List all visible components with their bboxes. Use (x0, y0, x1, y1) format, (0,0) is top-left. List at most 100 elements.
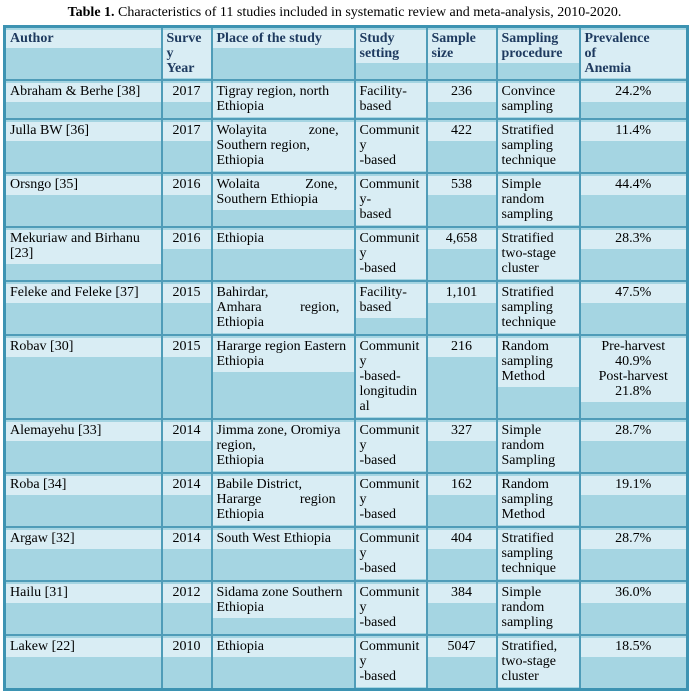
cell-text: Simple random sampling (497, 176, 579, 225)
cell-text: 4,658 (427, 230, 496, 249)
cell-place: Hararge region Eastern Ethiopia (210, 334, 356, 420)
cell-text: Simple random sampling (497, 584, 579, 633)
cell-place: Ethiopia (210, 226, 356, 282)
cell-year: 2014 (160, 472, 213, 528)
cell-text: Hararge region Eastern Ethiopia (212, 338, 354, 372)
cell-procedure: Stratified sampling technique (495, 118, 581, 174)
cell-setting: Community -based (353, 526, 428, 582)
table-row: Orsngo [35] 2016 Wolaita Zone, Southern Et… (3, 172, 689, 228)
cell-author: Roba [34] (3, 472, 163, 528)
cell-prevalence: 11.4% (578, 118, 689, 174)
cell-text: 327 (427, 422, 496, 441)
cell-setting: Community- based (353, 172, 428, 228)
cell-setting: Facility- based (353, 280, 428, 336)
cell-text: Community -based- longitudinal (355, 338, 426, 417)
cell-procedure: Convince sampling (495, 79, 581, 120)
cell-prevalence: 44.4% (578, 172, 689, 228)
cell-prevalence: 19.1% (578, 472, 689, 528)
cell-text: Julla BW [36] (6, 122, 161, 141)
cell-place: Wolayita zone, Southern region, Ethiopia (210, 118, 356, 174)
cell-text: Community -based (355, 638, 426, 687)
table-row: Feleke and Feleke [37] 2015 Bahirdar, Amha… (3, 280, 689, 336)
cell-place: Bahirdar, Amhara region, Ethiopia (210, 280, 356, 336)
cell-text: Robav [30] (6, 338, 161, 357)
cell-author: Hailu [31] (3, 580, 163, 636)
cell-sample: 5047 (425, 634, 498, 691)
cell-sample: 4,658 (425, 226, 498, 282)
cell-procedure: Stratified sampling technique (495, 526, 581, 582)
column-header-label: Sampling procedure (497, 30, 579, 63)
cell-text: Stratified sampling technique (497, 530, 579, 579)
table-row: Julla BW [36] 2017 Wolayita zone, Southern… (3, 118, 689, 174)
cell-text: Community -based (355, 476, 426, 525)
cell-prevalence: 28.7% (578, 526, 689, 582)
cell-place: Sidama zone Southern Ethiopia (210, 580, 356, 636)
cell-procedure: Simple random sampling (495, 172, 581, 228)
cell-text: 236 (427, 83, 496, 102)
cell-text: Random sampling Method (497, 476, 579, 525)
cell-text: 2010 (162, 638, 211, 657)
cell-procedure: Random sampling Method (495, 472, 581, 528)
cell-setting: Community -based (353, 226, 428, 282)
cell-procedure: Simple random Sampling (495, 418, 581, 474)
cell-text: Pre-harvest 40.9% Post-harvest 21.8% (580, 338, 686, 402)
cell-text: Community -based (355, 122, 426, 171)
cell-sample: 236 (425, 79, 498, 120)
cell-text: Stratified sampling technique (497, 284, 579, 333)
cell-place: Tigray region, north Ethiopia (210, 79, 356, 120)
cell-prevalence: 28.7% (578, 418, 689, 474)
cell-year: 2012 (160, 580, 213, 636)
table-row: Alemayehu [33] 2014 Jimma zone, Oromiya re… (3, 418, 689, 474)
cell-text: Stratified two-stage cluster (497, 230, 579, 279)
cell-year: 2014 (160, 418, 213, 474)
cell-author: Robav [30] (3, 334, 163, 420)
cell-text: 28.7% (580, 530, 686, 549)
table-row: Mekuriaw and Birhanu [23] 2016 Ethiopia Com… (3, 226, 689, 282)
cell-text: Community -based (355, 530, 426, 579)
cell-year: 2014 (160, 526, 213, 582)
cell-prevalence: 28.3% (578, 226, 689, 282)
cell-text: South West Ethiopia (212, 530, 354, 549)
cell-year: 2016 (160, 226, 213, 282)
cell-text: Feleke and Feleke [37] (6, 284, 161, 303)
cell-author: Feleke and Feleke [37] (3, 280, 163, 336)
cell-author: Julla BW [36] (3, 118, 163, 174)
cell-text: Facility- based (355, 83, 426, 117)
cell-text: Community- based (355, 176, 426, 225)
cell-text: Hailu [31] (6, 584, 161, 603)
table-row: Lakew [22] 2010 Ethiopia Community -based 50… (3, 634, 689, 691)
cell-year: 2016 (160, 172, 213, 228)
table-row: Roba [34] 2014 Babile District, Hararge re… (3, 472, 689, 528)
cell-year: 2010 (160, 634, 213, 691)
table-row: Argaw [32] 2014 South West Ethiopia Communi… (3, 526, 689, 582)
cell-text: Mekuriaw and Birhanu [23] (6, 230, 161, 264)
cell-place: Babile District, Hararge region Ethiopia (210, 472, 356, 528)
column-header-place: Place of the study (210, 25, 356, 81)
cell-text: 47.5% (580, 284, 686, 303)
cell-text: 422 (427, 122, 496, 141)
cell-text: Wolayita zone, Southern region, Ethiopia (212, 122, 354, 171)
cell-text: Random sampling Method (497, 338, 579, 387)
cell-text: Roba [34] (6, 476, 161, 495)
column-header-sample: Sample size (425, 25, 498, 81)
cell-text: 11.4% (580, 122, 686, 141)
cell-text: 36.0% (580, 584, 686, 603)
cell-setting: Facility- based (353, 79, 428, 120)
header-row: Author Survey Year Place of the study St… (3, 25, 689, 81)
cell-text: 24.2% (580, 83, 686, 102)
cell-text: Alemayehu [33] (6, 422, 161, 441)
table-header: Author Survey Year Place of the study St… (3, 25, 689, 81)
cell-text: 384 (427, 584, 496, 603)
cell-procedure: Random sampling Method (495, 334, 581, 420)
column-header-procedure: Sampling procedure (495, 25, 581, 81)
cell-text: 538 (427, 176, 496, 195)
cell-place: Jimma zone, Oromiya region, Ethiopia (210, 418, 356, 474)
column-header-year: Survey Year (160, 25, 213, 81)
cell-setting: Community -based- longitudinal (353, 334, 428, 420)
cell-sample: 1,101 (425, 280, 498, 336)
cell-text: Jimma zone, Oromiya region, Ethiopia (212, 422, 354, 471)
table-body: Abraham & Berhe [38] 2017 Tigray region, n… (3, 79, 689, 691)
column-header-label: Survey Year (162, 30, 211, 78)
cell-setting: Community -based (353, 472, 428, 528)
cell-text: 216 (427, 338, 496, 357)
